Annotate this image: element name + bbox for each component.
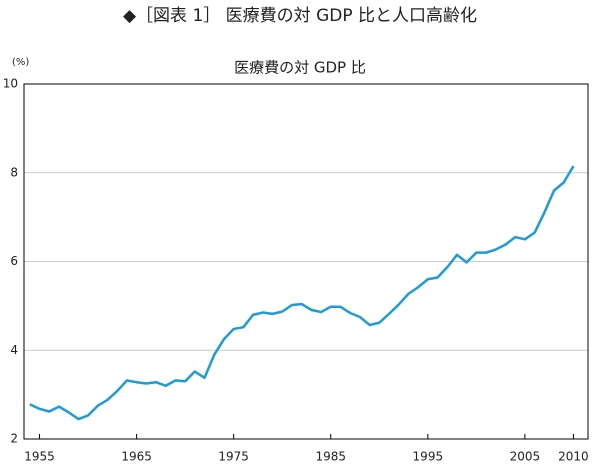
y-unit: (%) (12, 57, 29, 68)
x-tick-label: 1965 (121, 450, 152, 464)
y-tick-label: 6 (10, 254, 18, 268)
x-tick-label: 1985 (315, 450, 346, 464)
x-tick-label: 2005 (510, 450, 541, 464)
chart-title: 医療費の対 GDP 比 (234, 59, 366, 77)
x-tick-label: 1975 (218, 450, 249, 464)
y-tick-label: 2 (10, 432, 18, 446)
y-tick-label: 8 (10, 165, 18, 179)
plot-frame (23, 83, 589, 440)
x-tick-label: 1955 (24, 450, 55, 464)
x-tick-label: 1995 (413, 450, 444, 464)
page-header: ◆［図表 1］ 医療費の対 GDP 比と人口高齢化 (123, 6, 477, 26)
x-tick-label: 2010 (558, 450, 589, 464)
y-tick-label: 4 (10, 343, 18, 357)
data-line (29, 165, 575, 421)
y-tick-label: 10 (3, 77, 18, 91)
